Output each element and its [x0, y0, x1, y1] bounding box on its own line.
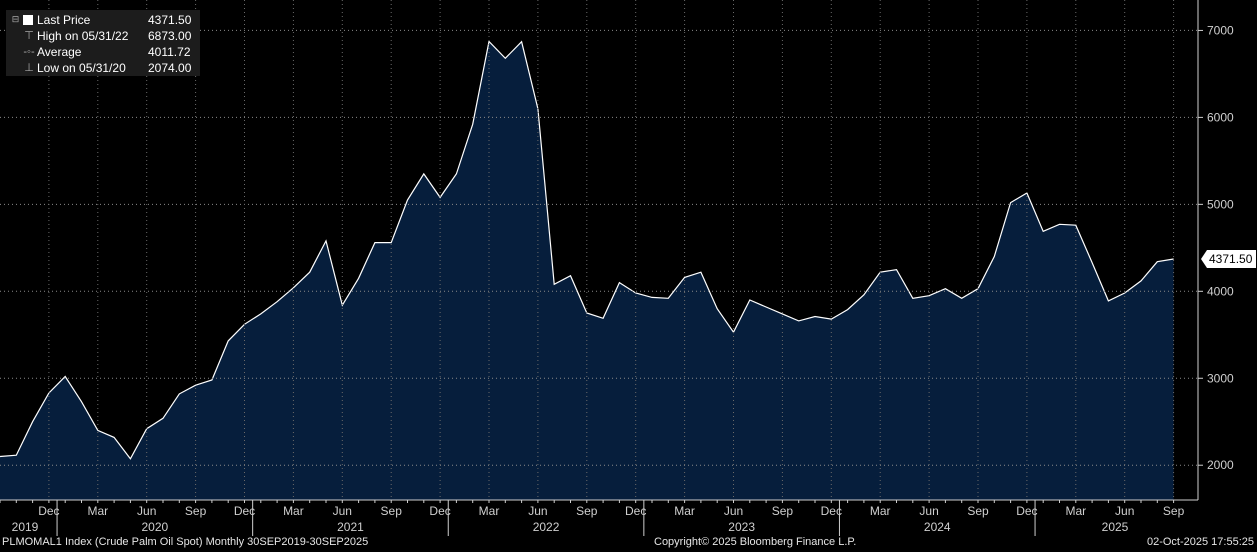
legend-low-value: 2074.00: [148, 61, 192, 75]
x-year-label: 2024: [924, 520, 951, 534]
legend-last-price-value: 4371.50: [148, 13, 192, 27]
x-month-label: Mar: [479, 504, 500, 518]
x-month-label: Jun: [724, 504, 743, 518]
legend-high: ⊤ High on 05/31/22 6873.00: [6, 28, 200, 44]
legend-box: ⊟ Last Price 4371.50 ⊤ High on 05/31/22 …: [6, 10, 200, 76]
legend-last-price-label: Last Price: [37, 13, 91, 27]
y-tick-label: 7000: [1207, 23, 1234, 37]
average-marker-icon: -◦-: [23, 46, 35, 58]
low-marker-icon: ⊥: [24, 62, 34, 74]
footer-timestamp: 02-Oct-2025 17:55:25: [1146, 536, 1254, 548]
x-month-label: Dec: [821, 504, 842, 518]
x-month-label: Jun: [528, 504, 547, 518]
y-tick-label: 6000: [1207, 110, 1234, 124]
x-month-label: Sep: [967, 504, 989, 518]
x-month-label: Sep: [185, 504, 207, 518]
legend-high-value: 6873.00: [148, 29, 192, 43]
x-month-label: Mar: [674, 504, 695, 518]
x-month-label: Dec: [625, 504, 646, 518]
series-swatch: [23, 15, 33, 25]
x-month-label: Dec: [429, 504, 450, 518]
x-month-label: Mar: [1065, 504, 1086, 518]
y-tick-label: 2000: [1207, 458, 1234, 472]
legend-low-label: Low on 05/31/20: [37, 61, 126, 75]
last-price-tag-label: 4371.50: [1209, 252, 1253, 266]
x-year-label: 2020: [141, 520, 168, 534]
x-month-label: Dec: [38, 504, 59, 518]
x-year-label: 2019: [12, 520, 39, 534]
x-month-label: Jun: [137, 504, 156, 518]
legend-collapse-icon[interactable]: ⊟: [11, 14, 20, 24]
x-month-label: Mar: [87, 504, 108, 518]
x-month-label: Sep: [772, 504, 794, 518]
footer-copyright: Copyright© 2025 Bloomberg Finance L.P.: [654, 536, 857, 548]
x-year-label: 2023: [728, 520, 755, 534]
x-month-label: Dec: [234, 504, 255, 518]
price-area-fill: [0, 41, 1174, 500]
x-month-label: Sep: [381, 504, 403, 518]
x-month-label: Jun: [919, 504, 938, 518]
x-year-label: 2022: [533, 520, 560, 534]
high-marker-icon: ⊤: [24, 30, 34, 42]
legend-average-label: Average: [37, 45, 82, 59]
x-month-label: Mar: [870, 504, 891, 518]
x-month-label: Dec: [1016, 504, 1037, 518]
y-tick-label: 4000: [1207, 284, 1234, 298]
footer-series-description: PLMOMAL1 Index (Crude Palm Oil Spot) Mon…: [2, 536, 369, 548]
x-month-label: Sep: [1163, 504, 1185, 518]
x-month-label: Mar: [283, 504, 304, 518]
legend-last-price: ⊟ Last Price 4371.50: [6, 12, 200, 28]
x-month-label: Jun: [333, 504, 352, 518]
legend-average: -◦- Average 4011.72: [6, 44, 200, 60]
y-tick-label: 3000: [1207, 371, 1234, 385]
last-price-tag: [1201, 250, 1256, 268]
y-tick-label: 5000: [1207, 197, 1234, 211]
legend-high-label: High on 05/31/22: [37, 29, 129, 43]
x-year-label: 2025: [1102, 520, 1129, 534]
x-month-label: Sep: [576, 504, 598, 518]
legend-low: ⊥ Low on 05/31/20 2074.00: [6, 60, 200, 76]
x-month-label: Jun: [1115, 504, 1134, 518]
x-year-label: 2021: [337, 520, 364, 534]
legend-average-value: 4011.72: [148, 45, 191, 59]
